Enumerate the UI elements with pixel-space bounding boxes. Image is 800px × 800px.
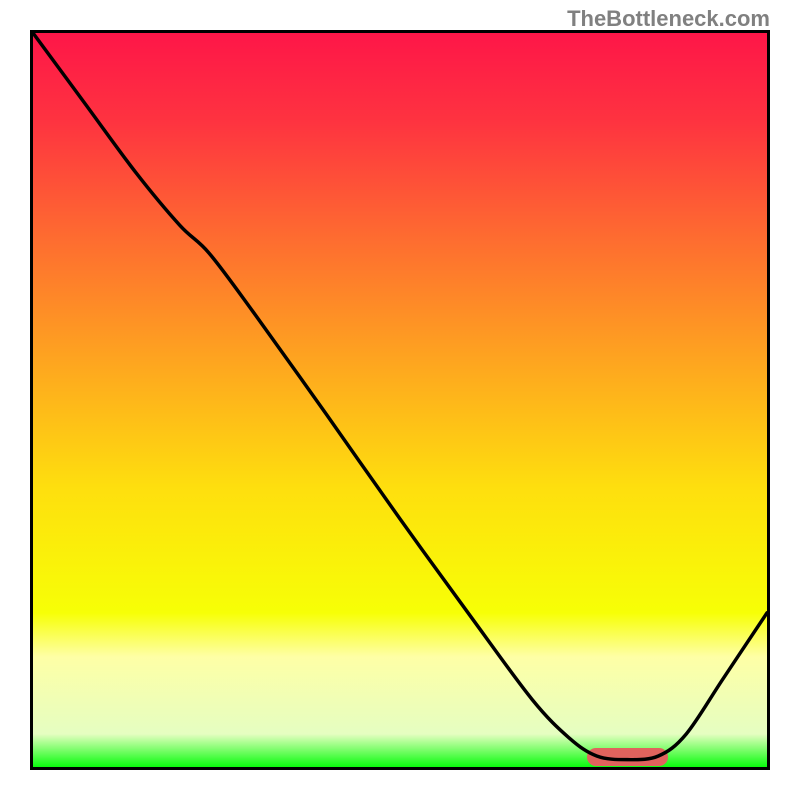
watermark-text: TheBottleneck.com (567, 6, 770, 32)
plot-area (30, 30, 770, 770)
bottleneck-curve (33, 33, 767, 760)
curve-layer (33, 33, 767, 767)
chart-root: TheBottleneck.com (0, 0, 800, 800)
